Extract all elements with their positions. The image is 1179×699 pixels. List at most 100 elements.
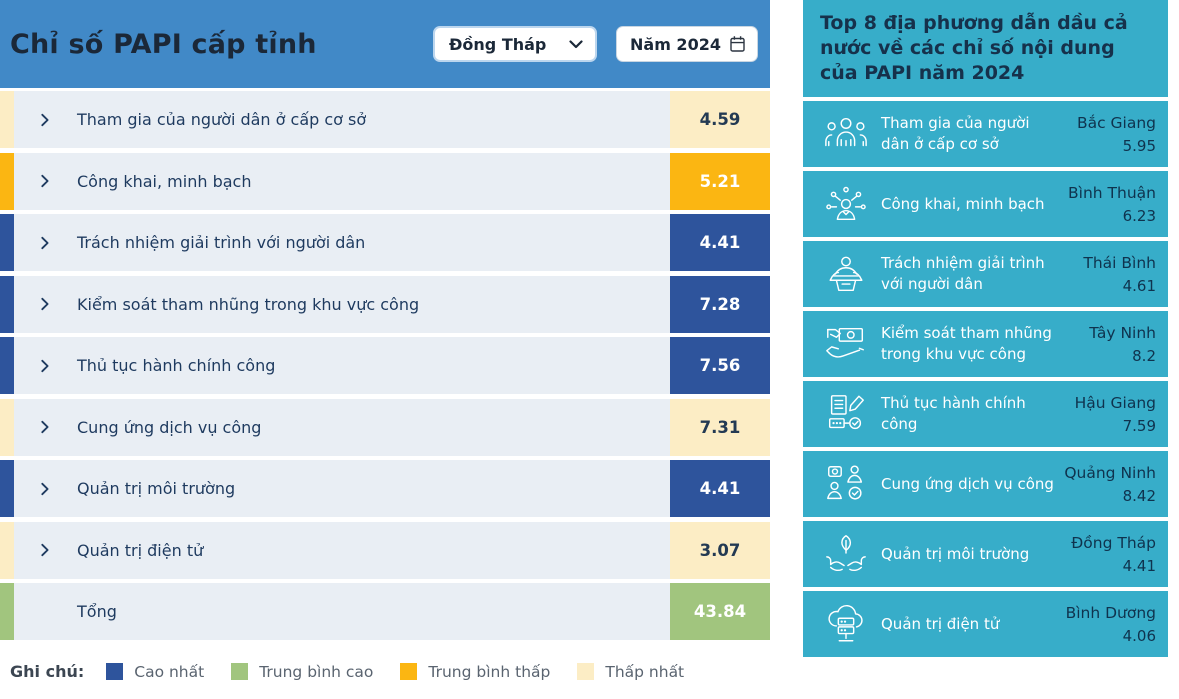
- legend-swatch: [400, 663, 418, 680]
- indicator-row-body: Thủ tục hành chính công: [14, 337, 670, 394]
- category-color-strip: [0, 460, 14, 517]
- top8-row-label: Trách nhiệm giải trình với người dân: [881, 254, 1045, 293]
- legend-item: Trung bình cao: [231, 663, 373, 681]
- legend-items: Cao nhất Trung bình cao Trung bình thấp …: [106, 663, 711, 681]
- top8-province: Thái Bình: [1083, 253, 1156, 272]
- top8-row-label: Tham gia của người dân ở cấp cơ sở: [881, 114, 1030, 153]
- indicator-label: Thủ tục hành chính công: [77, 356, 276, 375]
- top8-province: Bình Dương: [1065, 603, 1156, 622]
- indicator-row[interactable]: Kiểm soát tham nhũng trong khu vực công …: [0, 275, 770, 333]
- indicator-list: Tham gia của người dân ở cấp cơ sở 4.59 …: [0, 91, 770, 640]
- indicator-label: Trách nhiệm giải trình với người dân: [77, 233, 366, 252]
- header-controls: Đồng Tháp Năm 2024: [433, 26, 758, 62]
- province-dropdown[interactable]: Đồng Tháp: [433, 26, 597, 62]
- legend-item-label: Thấp nhất: [605, 662, 685, 681]
- top8-row: Công khai, minh bạch Bình Thuận 6.23: [803, 171, 1168, 237]
- legend: Ghi chú: Cao nhất Trung bình cao Trung b…: [10, 662, 711, 681]
- category-color-strip: [0, 91, 14, 148]
- person-network-icon: [823, 181, 869, 227]
- top8-row-icon-wrap: [811, 531, 881, 577]
- top8-province: Bình Thuận: [1068, 183, 1156, 202]
- top8-value: 4.41: [1122, 556, 1156, 575]
- indicator-label: Tổng: [77, 602, 117, 621]
- indicator-row[interactable]: Thủ tục hành chính công 7.56: [0, 337, 770, 394]
- indicator-row[interactable]: Công khai, minh bạch 5.21: [0, 152, 770, 210]
- top8-row: Quản trị điện tử Bình Dương 4.06: [803, 591, 1168, 657]
- indicator-label: Công khai, minh bạch: [77, 171, 252, 191]
- category-color-strip: [0, 398, 14, 456]
- top8-panel-header: Top 8 địa phương dẫn dầu cả nước về các …: [803, 0, 1168, 97]
- indicator-row[interactable]: Tổng 43.84: [0, 583, 770, 640]
- top8-row-result: Bình Dương 4.06: [1060, 602, 1156, 647]
- indicator-row[interactable]: Quản trị môi trường 4.41: [0, 460, 770, 517]
- top8-row-result: Đồng Tháp 4.41: [1060, 532, 1156, 577]
- indicator-row-body: Trách nhiệm giải trình với người dân: [14, 214, 670, 271]
- top8-row-label: Quản trị điện tử: [881, 614, 1000, 633]
- top8-row-label: Công khai, minh bạch: [881, 194, 1045, 213]
- chevron-right-icon: [41, 174, 49, 188]
- top8-row-icon-wrap: [811, 251, 881, 297]
- top8-row-icon-wrap: [811, 601, 881, 647]
- hands-leaf-icon: [823, 531, 869, 577]
- chevron-right-icon: [41, 543, 49, 557]
- top8-province: Bắc Giang: [1076, 113, 1156, 132]
- indicator-row[interactable]: Quản trị điện tử 3.07: [0, 521, 770, 579]
- indicator-label: Cung ứng dịch vụ công: [77, 417, 262, 437]
- left-header: Chỉ số PAPI cấp tỉnh Đồng Tháp Năm 2024: [0, 0, 770, 88]
- people-group-icon: [823, 111, 869, 157]
- top8-value: 4.61: [1122, 276, 1156, 295]
- category-color-strip: [0, 214, 14, 271]
- top8-row-icon-wrap: [811, 181, 881, 227]
- top8-row-icon-wrap: [811, 461, 881, 507]
- top8-value: 8.2: [1132, 346, 1156, 365]
- indicator-score: 43.84: [670, 583, 770, 640]
- indicator-score: 4.41: [670, 460, 770, 517]
- top8-row-result: Tây Ninh 8.2: [1060, 322, 1156, 367]
- indicator-score: 7.28: [670, 275, 770, 333]
- top8-province: Hậu Giang: [1074, 393, 1156, 412]
- chevron-right-icon: [41, 482, 49, 495]
- chevron-right-icon: [41, 113, 49, 126]
- top8-list: Tham gia của người dân ở cấp cơ sở Bắc G…: [803, 101, 1168, 657]
- chevron-down-icon: [569, 39, 583, 49]
- indicator-row[interactable]: Tham gia của người dân ở cấp cơ sở 4.59: [0, 91, 770, 148]
- indicator-score: 3.07: [670, 521, 770, 579]
- top8-row-result: Thái Bình 4.61: [1060, 252, 1156, 297]
- top8-province: Quảng Ninh: [1064, 463, 1156, 482]
- year-picker[interactable]: Năm 2024: [616, 26, 758, 62]
- legend-title: Ghi chú:: [10, 662, 85, 681]
- top8-row: Thủ tục hành chính công Hậu Giang 7.59: [803, 381, 1168, 447]
- indicator-row[interactable]: Cung ứng dịch vụ công 7.31: [0, 398, 770, 456]
- top8-row-icon-wrap: [811, 111, 881, 157]
- legend-item-label: Trung bình thấp: [428, 662, 551, 681]
- indicator-row-body: Tham gia của người dân ở cấp cơ sở: [14, 91, 670, 148]
- money-hand-icon: [823, 321, 869, 367]
- indicator-row-body: Công khai, minh bạch: [14, 152, 670, 210]
- papi-province-section: Chỉ số PAPI cấp tỉnh Đồng Tháp Năm 2024: [0, 0, 770, 681]
- legend-item-label: Cao nhất: [134, 662, 205, 681]
- top8-row-result: Quảng Ninh 8.42: [1060, 462, 1156, 507]
- top8-row-icon-wrap: [811, 321, 881, 367]
- top8-row: Kiểm soát tham nhũng trong khu vực công …: [803, 311, 1168, 377]
- top8-province: Đồng Tháp: [1071, 533, 1156, 552]
- top8-row-label: Quản trị môi trường: [881, 544, 1030, 563]
- indicator-row-body: Cung ứng dịch vụ công: [14, 398, 670, 456]
- indicator-score: 4.59: [670, 91, 770, 148]
- top8-row-label: Thủ tục hành chính công: [881, 394, 1026, 433]
- indicator-score: 4.41: [670, 214, 770, 271]
- category-color-strip: [0, 583, 14, 640]
- category-color-strip: [0, 521, 14, 579]
- indicator-label: Quản trị môi trường: [77, 479, 236, 498]
- chevron-right-icon: [41, 297, 49, 311]
- indicator-row-body: Kiểm soát tham nhũng trong khu vực công: [14, 275, 670, 333]
- top8-row-label: Kiểm soát tham nhũng trong khu vực công: [881, 324, 1052, 363]
- top8-value: 7.59: [1122, 416, 1156, 435]
- cloud-server-icon: [823, 601, 869, 647]
- top8-row-result: Bắc Giang 5.95: [1060, 112, 1156, 157]
- top8-row-icon-wrap: [811, 391, 881, 437]
- top8-row: Cung ứng dịch vụ công Quảng Ninh 8.42: [803, 451, 1168, 517]
- top8-value: 8.42: [1122, 486, 1156, 505]
- top8-row-result: Hậu Giang 7.59: [1060, 392, 1156, 437]
- top8-row: Trách nhiệm giải trình với người dân Thá…: [803, 241, 1168, 307]
- indicator-row[interactable]: Trách nhiệm giải trình với người dân 4.4…: [0, 214, 770, 271]
